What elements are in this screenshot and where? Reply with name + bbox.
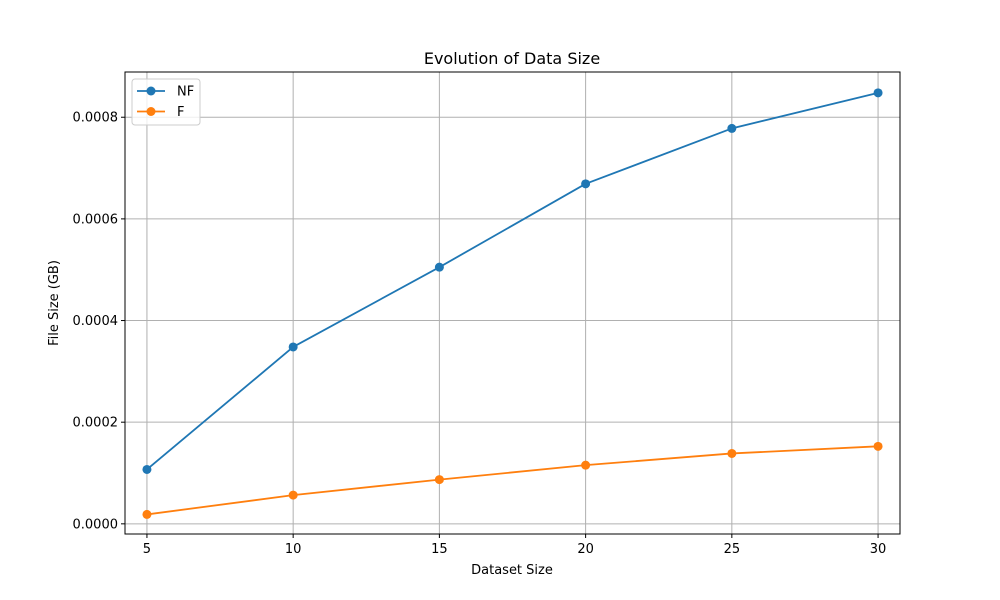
grid bbox=[125, 72, 900, 534]
legend-swatch-marker bbox=[146, 107, 156, 116]
legend-label: F bbox=[177, 105, 184, 120]
x-axis: 5 10 15 20 25 30 bbox=[143, 534, 887, 557]
x-tick-label: 10 bbox=[285, 542, 302, 557]
data-point bbox=[581, 179, 591, 189]
plot-frame bbox=[124, 71, 901, 535]
x-tick-label: 15 bbox=[431, 542, 448, 557]
x-tick-label: 25 bbox=[724, 542, 741, 557]
series-line-nf bbox=[146, 91, 879, 471]
y-tick-label: 0.0006 bbox=[73, 212, 119, 227]
chart-title: Evolution of Data Size bbox=[424, 49, 600, 68]
data-point bbox=[434, 475, 444, 485]
series-nf bbox=[142, 88, 883, 474]
data-point bbox=[142, 464, 152, 474]
series-line-f bbox=[146, 445, 879, 516]
x-axis-title: Dataset Size bbox=[471, 563, 553, 578]
data-point bbox=[727, 123, 737, 133]
data-point bbox=[142, 509, 152, 519]
y-tick-label: 0.0000 bbox=[73, 517, 119, 532]
legend-item-nf: NF bbox=[137, 85, 194, 100]
legend-item-f: F bbox=[137, 105, 184, 120]
x-tick-label: 5 bbox=[143, 542, 151, 557]
y-tick-label: 0.0002 bbox=[73, 416, 119, 431]
legend: NF F bbox=[131, 78, 201, 126]
x-tick-label: 30 bbox=[870, 542, 887, 557]
data-point bbox=[873, 441, 883, 451]
legend-label: NF bbox=[177, 85, 194, 100]
data-point bbox=[434, 262, 444, 272]
y-axis-title: File Size (GB) bbox=[47, 260, 62, 346]
y-axis: 0.0000 0.0002 0.0004 0.0006 0.0008 bbox=[73, 111, 125, 532]
data-point bbox=[288, 490, 298, 500]
data-point bbox=[873, 88, 883, 98]
y-tick-label: 0.0008 bbox=[73, 111, 119, 126]
y-tick-label: 0.0004 bbox=[73, 314, 119, 329]
series-f bbox=[142, 441, 883, 519]
series-layer bbox=[142, 88, 883, 519]
data-point bbox=[727, 448, 737, 458]
data-point bbox=[581, 460, 591, 470]
x-tick-label: 20 bbox=[577, 542, 594, 557]
data-point bbox=[288, 342, 298, 352]
legend-swatch-marker bbox=[146, 86, 156, 96]
